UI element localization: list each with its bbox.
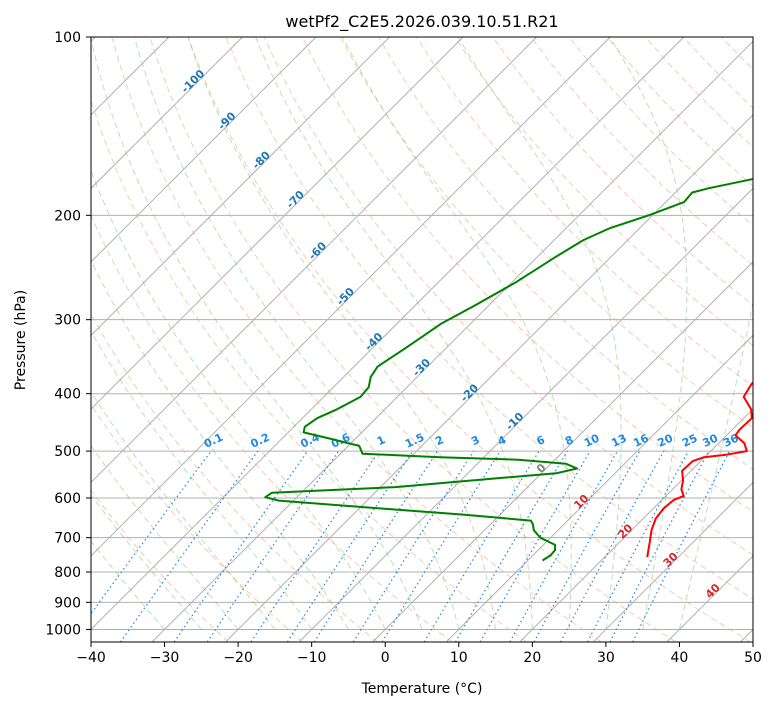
- y-tick-label: 500: [54, 444, 81, 460]
- isotherm-line: [0, 37, 537, 642]
- dry-adiabat: [0, 37, 377, 642]
- dry-adiabat: [645, 37, 775, 642]
- y-tick-label: 100: [54, 30, 81, 46]
- plot-area: -100-90-80-70-60-50-40-30-20-10010203040…: [0, 37, 775, 642]
- mixing-ratio-label: 4: [496, 433, 509, 448]
- y-tick-label: 300: [54, 313, 81, 329]
- x-tick-label: 50: [744, 650, 762, 666]
- isotherm-line: [740, 37, 775, 642]
- mixing-ratio-label: 16: [631, 431, 651, 449]
- mixing-ratio-label: 10: [582, 431, 602, 449]
- grid-layer: [91, 37, 753, 629]
- moist-adiabat: [679, 37, 775, 629]
- isotherm-line: [667, 37, 775, 642]
- mixing-ratio-line: [207, 451, 338, 642]
- x-axis-label: Temperature (°C): [361, 681, 483, 697]
- x-tick-label: 20: [523, 650, 541, 666]
- isotherm-line: [593, 37, 775, 642]
- dry-adiabat: [340, 37, 775, 642]
- chart-title: wetPf2_C2E5.2026.039.10.51.R21: [285, 12, 558, 32]
- y-tick-label: 1000: [45, 622, 81, 638]
- isotherm-label: -100: [179, 67, 208, 96]
- x-tick-label: 40: [671, 650, 689, 666]
- isotherm-label: -20: [458, 381, 481, 404]
- isotherm-line: [152, 37, 757, 642]
- moist-adiabat: [188, 37, 496, 629]
- isotherm-line: [0, 37, 390, 642]
- isotherm-line: [0, 37, 463, 642]
- isotherm-line: [0, 37, 316, 642]
- isotherm-label: -50: [334, 285, 357, 308]
- isotherm-label: -60: [306, 239, 329, 262]
- mixing-ratio-label: 25: [680, 432, 699, 450]
- mixing-ratio-line: [120, 451, 257, 642]
- plot-frame: [91, 37, 753, 642]
- dry-adiabat: [531, 37, 775, 642]
- y-tick-label: 700: [54, 531, 81, 547]
- mixing-ratio-line: [588, 451, 689, 642]
- mixing-ratio-label: 0.2: [249, 431, 272, 451]
- isotherm-label: -10: [503, 410, 526, 433]
- isotherm-label: 20: [615, 521, 635, 541]
- mixing-ratio-line: [633, 451, 730, 642]
- dry-adiabat: [607, 37, 775, 642]
- mixing-ratio-lines: [70, 451, 729, 642]
- isotherm-label: -40: [362, 330, 385, 353]
- mixing-ratio-label: 13: [609, 432, 628, 450]
- isotherm-label: -30: [410, 356, 433, 379]
- y-tick-label: 200: [54, 208, 81, 224]
- isotherm-label: 30: [661, 549, 681, 569]
- x-tick-label: −40: [76, 650, 106, 666]
- moist-adiabat: [0, 37, 275, 629]
- dry-adiabat: [417, 37, 775, 642]
- isotherm-label: -80: [250, 148, 273, 171]
- dry-adiabat: [379, 37, 775, 642]
- isotherm-label: 40: [703, 581, 723, 601]
- y-tick-label: 600: [54, 491, 81, 507]
- mixing-ratio-line: [610, 451, 709, 642]
- moist-adiabat: [0, 37, 201, 629]
- x-tick-label: −10: [297, 650, 327, 666]
- mixing-ratio-label: 1: [375, 433, 387, 448]
- x-tick-label: −30: [150, 650, 180, 666]
- mixing-ratio-label: 0.1: [202, 431, 225, 451]
- isotherm-label: -70: [284, 188, 307, 211]
- y-axis-label: Pressure (hPa): [13, 290, 29, 390]
- mixing-ratio-label: 6: [535, 433, 548, 448]
- x-tick-label: −20: [223, 650, 253, 666]
- x-tick-label: 30: [597, 650, 615, 666]
- isotherm-line: [0, 37, 242, 642]
- mixing-ratio-line: [353, 451, 473, 642]
- y-tick-label: 900: [54, 595, 81, 611]
- x-tick-label: 10: [450, 650, 468, 666]
- y-tick-label: 400: [54, 387, 81, 403]
- dry-adiabat: [0, 37, 228, 642]
- dry-adiabat: [760, 37, 775, 642]
- mixing-ratio-label: 20: [656, 431, 676, 449]
- x-tick-label: 0: [381, 650, 390, 666]
- y-tick-label: 800: [54, 565, 81, 581]
- isotherm-label: 10: [571, 492, 591, 512]
- x-axis-ticks: −40 −30 −20 −10 0 10 20 30 40 50: [76, 642, 762, 666]
- dry-adiabat: [74, 37, 527, 642]
- y-axis-ticks: 1000 900 800 700 600 500 400 300 200 100: [45, 30, 91, 638]
- temperature-profile-line: [647, 62, 775, 558]
